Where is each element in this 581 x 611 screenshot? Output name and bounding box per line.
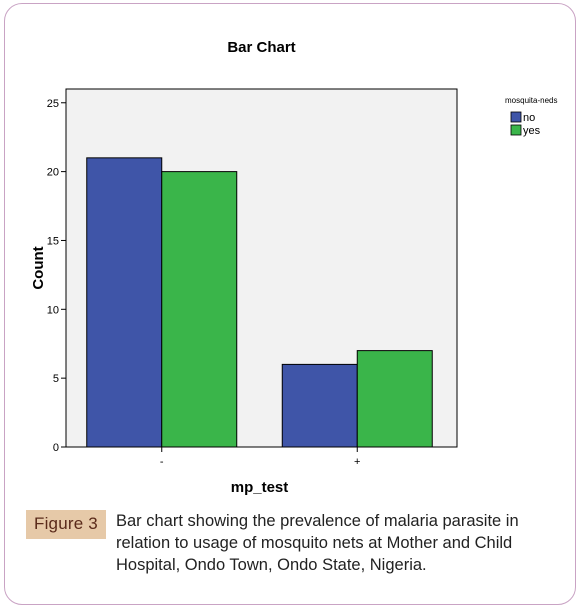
legend-label-yes: yes <box>523 125 541 137</box>
y-tick-label: 10 <box>47 304 59 316</box>
caption-text: Bar chart showing the prevalence of mala… <box>116 512 519 574</box>
y-axis-label: Count <box>30 246 47 289</box>
legend-swatch-no <box>510 111 522 123</box>
bar-yes-2 <box>356 350 433 448</box>
figure-badge: Figure 3 <box>26 510 106 539</box>
legend-label-no: no <box>523 112 535 124</box>
bars-group <box>86 157 433 448</box>
figure-caption: Figure 3 Bar chart showing the prevalenc… <box>26 510 566 576</box>
bar-no-2 <box>281 363 358 448</box>
bar-no-1 <box>86 157 163 448</box>
x-axis-ticks: - + <box>160 447 360 468</box>
legend-title: mosquita-neds <box>505 96 557 105</box>
x-tick-label: - <box>160 456 164 468</box>
legend-swatch-yes <box>510 124 522 136</box>
y-axis-ticks: 0 5 10 15 20 25 <box>47 98 66 454</box>
bar-yes-1 <box>161 171 238 448</box>
y-tick-label: 25 <box>47 98 59 110</box>
y-tick-label: 0 <box>53 442 59 454</box>
y-tick-label: 20 <box>47 167 59 179</box>
x-axis-label: mp_test <box>231 479 289 496</box>
y-tick-label: 15 <box>47 235 59 247</box>
y-tick-label: 5 <box>53 373 59 385</box>
chart-title: Bar Chart <box>227 39 295 56</box>
x-tick-label: + <box>354 456 360 468</box>
